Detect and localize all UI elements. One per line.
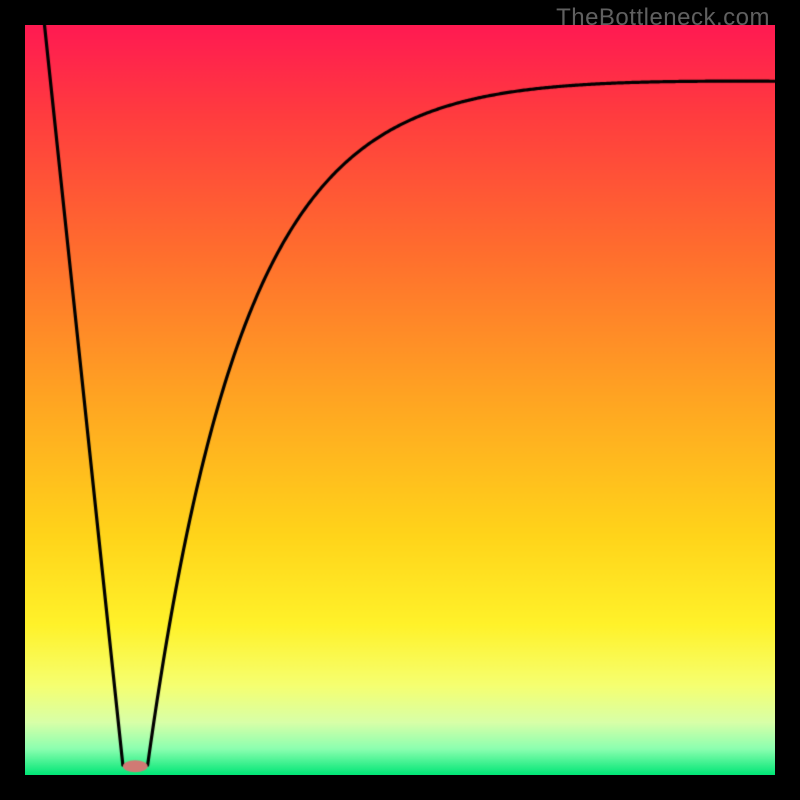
watermark-text: TheBottleneck.com xyxy=(556,4,770,32)
plot-area xyxy=(25,25,775,775)
chart-frame: TheBottleneck.com xyxy=(0,0,800,800)
chart-canvas xyxy=(25,25,775,775)
